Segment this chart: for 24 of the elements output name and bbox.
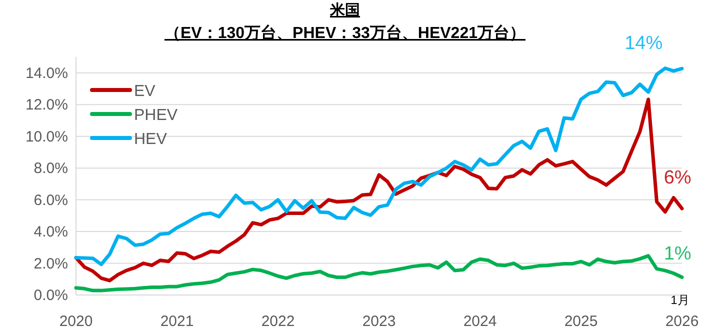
legend-label: PHEV (134, 107, 178, 124)
annotation: 6% (664, 168, 692, 189)
chart-subtitle: （EV：130万台、PHEV：33万台、HEV221万台） (164, 24, 526, 42)
y-tick-label: 14.0% (25, 64, 68, 82)
x-tick-label: 2026 (665, 313, 699, 330)
y-tick-label: 4.0% (34, 224, 68, 241)
x-tick-label: 2020 (59, 313, 93, 330)
x-tick-label: 2025 (564, 313, 598, 330)
y-tick-label: 8.0% (34, 160, 68, 178)
y-tick-label: 10.0% (25, 128, 68, 146)
x-tick-label: 2021 (160, 313, 194, 330)
legend-label: EV (134, 83, 156, 100)
y-tick-label: 6.0% (34, 192, 68, 209)
y-tick-label: 2.0% (34, 255, 68, 272)
annotation: 1% (664, 243, 692, 264)
x-tick-label: 2022 (261, 313, 295, 330)
x-tick-label: 2024 (463, 313, 497, 330)
annotation: 14% (624, 32, 663, 54)
y-tick-label: 12.0% (25, 96, 68, 114)
y-tick-label: 0.0% (34, 287, 68, 304)
annotation: 1月 (670, 293, 690, 307)
x-tick-label: 2023 (362, 313, 396, 330)
chart-title: 米国 (329, 2, 360, 19)
legend-label: HEV (134, 131, 168, 148)
